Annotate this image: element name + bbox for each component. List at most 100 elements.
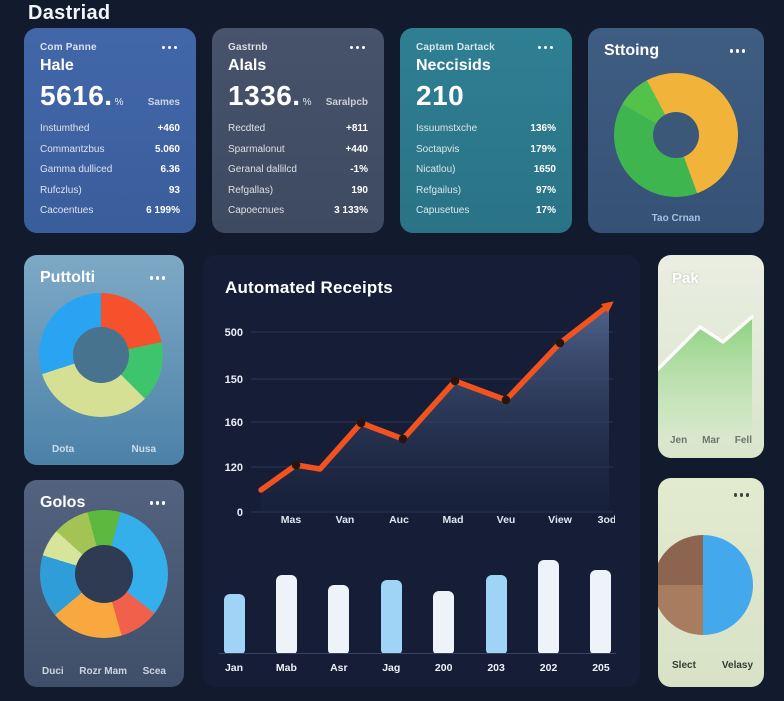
stat-row-label: Cacoentues bbox=[40, 205, 94, 216]
menu-dots-icon[interactable] bbox=[147, 273, 169, 283]
card-eyebrow: Captam Dartack bbox=[416, 42, 495, 53]
bar bbox=[485, 575, 507, 654]
stat-row-value: 17% bbox=[535, 205, 556, 216]
menu-dots-icon[interactable] bbox=[347, 43, 369, 53]
stat-row-value: 93 bbox=[168, 184, 180, 196]
bar-column: 202 bbox=[534, 555, 564, 676]
svg-text:Mas: Mas bbox=[281, 514, 302, 526]
line-chart: 500 150 160 120 0 Mas Van Auc Mad Veu View 3od bbox=[225, 301, 615, 526]
chart-label: Scea bbox=[142, 666, 166, 677]
card-golos: Golos Duci Rozr Mam Scea bbox=[24, 480, 184, 687]
stat-row: Gamma dulliced 6.36 bbox=[40, 164, 180, 175]
svg-text:3od: 3od bbox=[598, 514, 615, 526]
stat-row-value: +811 bbox=[346, 123, 368, 134]
donut-chart bbox=[614, 73, 738, 197]
stat-value-suffix: % bbox=[114, 97, 124, 108]
svg-text:0: 0 bbox=[237, 507, 243, 519]
stat-row-value: -1% bbox=[350, 164, 368, 175]
stat-row-label: Gamma dulliced bbox=[40, 164, 113, 175]
donut-hole bbox=[75, 545, 133, 603]
card-eyebrow: Com Panne bbox=[40, 42, 97, 53]
bar-column: Mab bbox=[271, 555, 301, 676]
svg-text:Van: Van bbox=[336, 514, 355, 526]
card-title: Neccisids bbox=[416, 57, 491, 74]
svg-text:150: 150 bbox=[225, 374, 243, 386]
stat-value: 5616. bbox=[40, 80, 113, 111]
stat-row: Geranal dallilcd -1% bbox=[228, 164, 368, 175]
bar-chart: Jan Mab Asr Jag 200 203 202 205 bbox=[219, 555, 616, 676]
bar bbox=[380, 580, 402, 654]
svg-text:160: 160 bbox=[225, 417, 243, 429]
stat-row-label: Recdted bbox=[228, 123, 266, 134]
bar-column: 200 bbox=[429, 555, 459, 676]
chart-label: Slect bbox=[672, 660, 696, 671]
bar-column: Jan bbox=[219, 555, 249, 676]
stat-row-value: 136% bbox=[530, 123, 556, 134]
stat-row-label: Capoecnues bbox=[228, 205, 285, 216]
stat-rows: Issuumstxche 136% Soctapvis 179% Nicatlou) 16… bbox=[416, 123, 556, 216]
bar-label: Mab bbox=[275, 662, 297, 674]
chart-label: Nusa bbox=[131, 444, 156, 455]
stat-side-note: Sames bbox=[147, 97, 180, 108]
stat-row-value: 97% bbox=[535, 184, 556, 196]
menu-dots-icon[interactable] bbox=[731, 490, 753, 500]
bar bbox=[590, 570, 612, 654]
stat-side-note: Saralpcb bbox=[325, 97, 368, 108]
chart-label: Jen bbox=[670, 435, 688, 446]
svg-text:120: 120 bbox=[225, 462, 243, 474]
stat-row-label: Nicatlou) bbox=[416, 164, 456, 175]
card-title: Sttoing bbox=[604, 42, 660, 59]
stat-row-label: Rufczlus) bbox=[40, 184, 82, 196]
stat-row-label: Soctapvis bbox=[416, 143, 460, 155]
chart-label: Rozr Mam bbox=[79, 666, 128, 677]
stat-row-label: Refgailus) bbox=[416, 184, 462, 196]
card-alals: Gastrnb Alals 1336. % Saralpcb Recdted +8… bbox=[212, 28, 384, 233]
menu-dots-icon[interactable] bbox=[727, 46, 749, 56]
bar-label: 200 bbox=[434, 662, 453, 674]
bar-column: 203 bbox=[481, 555, 511, 676]
menu-dots-icon[interactable] bbox=[147, 498, 169, 508]
card-eyebrow: Gastrnb bbox=[228, 42, 268, 53]
bar-column: Jag bbox=[376, 555, 406, 676]
bar-label: 203 bbox=[487, 662, 505, 674]
stat-row-value: 1650 bbox=[533, 164, 556, 175]
stat-row: Sparmalonut +440 bbox=[228, 144, 368, 155]
stat-row-value: 3 133% bbox=[334, 205, 368, 216]
stat-row-label: Capusetues bbox=[416, 205, 470, 216]
stat-row: Refgallas) 190 bbox=[228, 185, 368, 196]
card-automated-receipts: Automated Receipts 500 150 160 120 0 Mas Van Au… bbox=[203, 255, 640, 687]
stat-value: 1336. bbox=[228, 80, 301, 111]
chart-label: Dota bbox=[52, 444, 75, 455]
stat-row-value: 6.36 bbox=[160, 164, 180, 175]
bar bbox=[328, 585, 350, 654]
chart-label: Velasy bbox=[721, 660, 754, 671]
stat-row: Instumthed +460 bbox=[40, 123, 180, 134]
card-neccisids: Captam Dartack Neccisids 210 Issuumstxch… bbox=[400, 28, 572, 233]
chart-caption: Tao Crnan bbox=[651, 213, 701, 224]
card-title: Golos bbox=[40, 494, 86, 511]
bar-chart-baseline bbox=[219, 653, 616, 654]
stat-row-label: Sparmalonut bbox=[228, 143, 285, 155]
card-sttoing: Sttoing Tao Crnan bbox=[588, 28, 764, 233]
stat-row: Rufczlus) 93 bbox=[40, 185, 180, 196]
chart-label: Duci bbox=[42, 666, 64, 677]
area-chart bbox=[658, 315, 754, 433]
stat-row: Cacoentues 6 199% bbox=[40, 205, 180, 216]
stat-value: 210 bbox=[416, 80, 465, 111]
svg-text:500: 500 bbox=[225, 327, 243, 339]
chart-label: Fell bbox=[734, 435, 752, 446]
bar-label: 202 bbox=[539, 662, 558, 674]
svg-text:Mad: Mad bbox=[443, 514, 464, 526]
menu-dots-icon[interactable] bbox=[535, 43, 557, 53]
card-title: Hale bbox=[40, 57, 74, 74]
stat-row: Capusetues 17% bbox=[416, 205, 556, 216]
stat-row-value: 5.060 bbox=[154, 143, 180, 155]
chart-label: Mar bbox=[702, 435, 720, 446]
stat-row: Soctapvis 179% bbox=[416, 144, 556, 155]
stat-row: Capoecnues 3 133% bbox=[228, 205, 368, 216]
bar-label: Jan bbox=[224, 662, 244, 674]
donut-chart bbox=[39, 293, 163, 417]
stat-row-value: 6 199% bbox=[146, 205, 180, 216]
menu-dots-icon[interactable] bbox=[159, 43, 181, 53]
stat-row-value: +460 bbox=[157, 123, 180, 134]
